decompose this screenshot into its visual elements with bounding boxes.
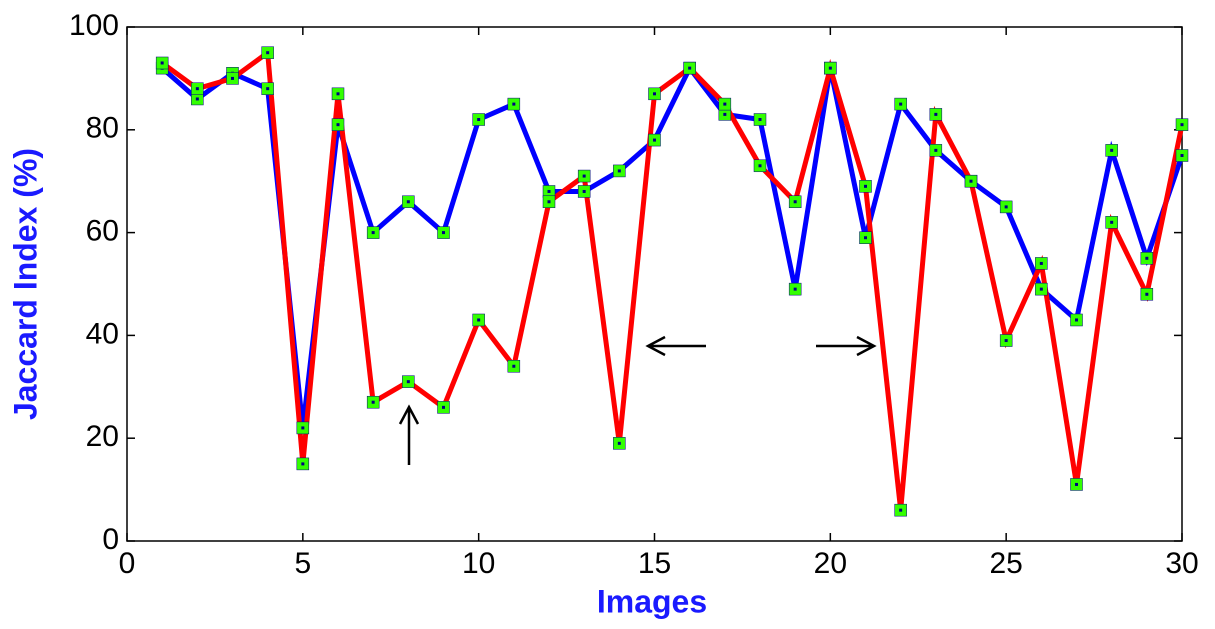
y-tick-label: 80	[86, 112, 119, 145]
data-point-center	[653, 92, 656, 96]
data-point-center	[969, 179, 973, 183]
data-point-center	[793, 287, 797, 291]
data-point-center	[266, 51, 270, 55]
data-point-center	[301, 426, 305, 430]
arrow-right	[816, 335, 877, 357]
data-point-center	[1145, 256, 1149, 260]
data-point-center	[512, 364, 516, 368]
data-point-center	[1110, 148, 1114, 152]
data-point-center	[477, 318, 481, 322]
data-point-center	[1039, 287, 1043, 291]
data-point-center	[406, 200, 410, 204]
y-tick-label: 40	[86, 317, 119, 350]
data-point-center	[477, 118, 481, 122]
x-tick-label: 20	[814, 547, 847, 580]
x-tick-label: 15	[638, 547, 671, 580]
data-point-center	[195, 87, 199, 91]
series-line	[160, 63, 1185, 429]
data-point-center	[442, 405, 445, 409]
y-axis-title: Jaccard Index (%)	[7, 148, 43, 420]
data-point-center	[934, 112, 938, 116]
data-point-center	[1110, 220, 1114, 224]
data-point-center	[688, 66, 692, 70]
y-tick-label: 100	[69, 9, 119, 42]
x-tick-label: 10	[462, 547, 495, 580]
data-point-center	[723, 102, 727, 106]
data-point-center	[899, 508, 903, 512]
data-point-center	[1004, 339, 1008, 343]
annotation-arrows	[398, 335, 877, 465]
data-point-center	[231, 76, 234, 80]
arrow-left	[645, 335, 706, 357]
data-point-center	[1075, 318, 1078, 322]
data-point-center	[1004, 205, 1008, 209]
data-point-center	[371, 400, 375, 404]
data-point-center	[582, 174, 586, 178]
data-point-center	[617, 441, 621, 445]
x-tick-label: 25	[989, 547, 1022, 580]
data-point-center	[864, 184, 867, 188]
data-point-center	[336, 123, 340, 127]
data-point-center	[512, 102, 516, 106]
data-point-center	[406, 380, 410, 384]
data-point-center	[758, 118, 762, 122]
data-point-center	[336, 92, 340, 96]
data-point-center	[617, 169, 621, 173]
data-point-center	[442, 231, 445, 235]
arrow-up	[398, 404, 420, 465]
data-point-center	[1075, 482, 1078, 486]
data-point-center	[195, 97, 199, 101]
x-tick-label: 5	[294, 547, 311, 580]
data-point-center	[1180, 154, 1184, 157]
x-tick-label: 30	[1165, 547, 1198, 580]
y-tick-label: 0	[102, 523, 119, 556]
data-point-center	[160, 61, 164, 65]
data-point-center	[653, 138, 656, 142]
data-point-center	[899, 102, 903, 106]
data-point-center	[758, 164, 762, 168]
data-point-center	[934, 148, 938, 152]
data-point-center	[301, 462, 305, 466]
data-point-center	[547, 200, 551, 204]
data-point-center	[1145, 292, 1149, 296]
x-axis-title: Images	[597, 583, 707, 619]
data-point-center	[1180, 123, 1184, 127]
data-point-center	[864, 236, 867, 240]
data-point-center	[723, 112, 727, 116]
data-point-center	[582, 189, 586, 193]
y-tick-label: 20	[86, 420, 119, 453]
y-tick-label: 60	[86, 215, 119, 248]
data-point-center	[547, 189, 551, 193]
data-point-center	[1039, 261, 1043, 265]
plot-area: 0 5 10 15 20 25 30 0 20 40 60 80 100	[69, 9, 1199, 580]
data-point-center	[266, 87, 270, 91]
series-line	[160, 48, 1185, 511]
x-tick-label: 0	[119, 547, 136, 580]
data-point-center	[371, 231, 375, 235]
data-point-center	[828, 66, 832, 70]
data-point-center	[793, 200, 797, 204]
